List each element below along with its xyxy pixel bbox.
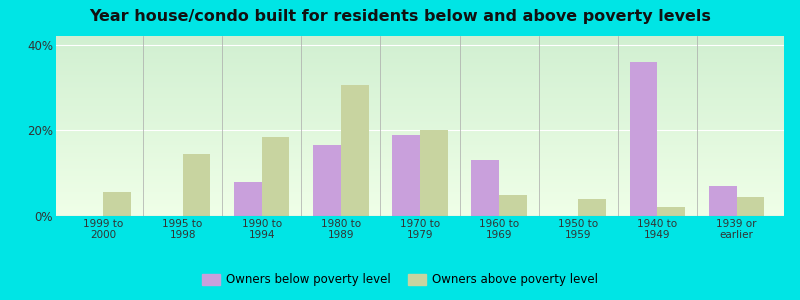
Bar [420,130,448,216]
Bar [341,85,369,216]
Bar [182,154,210,216]
Bar [737,197,764,216]
Bar [471,160,499,216]
Bar [313,145,341,216]
Bar [630,62,658,216]
Bar [709,186,737,216]
Bar [499,195,527,216]
Text: Year house/condo built for residents below and above poverty levels: Year house/condo built for residents bel… [89,9,711,24]
Legend: Owners below poverty level, Owners above poverty level: Owners below poverty level, Owners above… [198,269,602,291]
Bar [392,135,420,216]
Bar [103,192,131,216]
Bar [234,182,262,216]
Bar [658,207,685,216]
Bar [262,137,290,216]
Bar [578,199,606,216]
